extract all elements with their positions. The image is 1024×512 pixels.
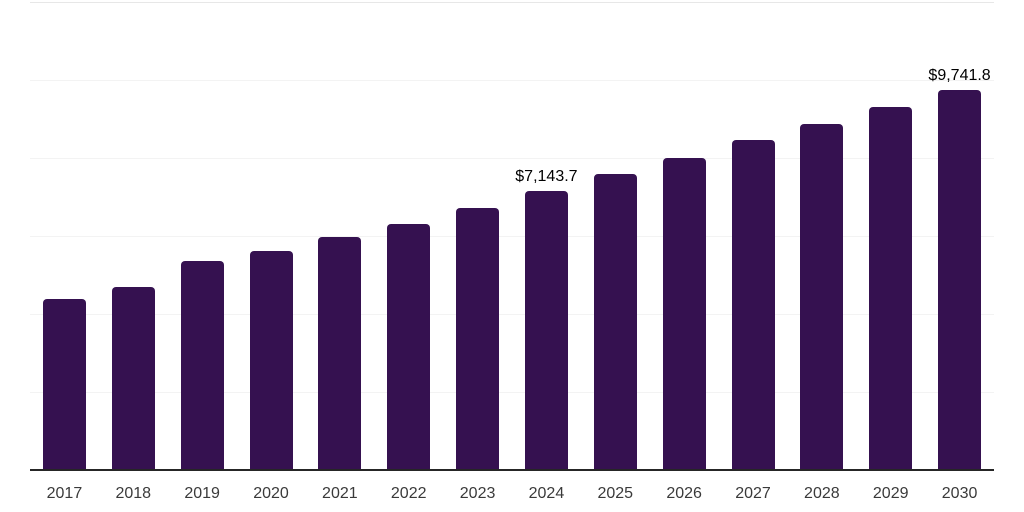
bar-2026 [662, 157, 706, 470]
bar-value-label-2030: $9,741.8 [928, 67, 991, 85]
x-tick-label-2020: 2020 [253, 485, 289, 502]
plot-area: $7,143.7 $9,741.8 [30, 2, 994, 471]
x-tick-label-2019: 2019 [184, 485, 220, 502]
x-axis-line [30, 469, 994, 471]
bar-2021 [318, 237, 362, 470]
x-tick-label-2028: 2028 [804, 485, 840, 502]
x-tick-label-2026: 2026 [666, 485, 702, 502]
x-tick-label-2024: 2024 [528, 485, 565, 502]
bar-2022 [387, 223, 431, 470]
x-tick-label-2029: 2029 [872, 485, 909, 502]
x-tick-label-2017: 2017 [46, 485, 83, 502]
gridline [30, 80, 994, 81]
gridline [30, 2, 994, 3]
bar-2030 [938, 90, 982, 470]
x-tick-label-2023: 2023 [459, 485, 496, 502]
bar-2028 [800, 124, 844, 470]
bar-2020 [249, 251, 293, 470]
x-tick-label-2018: 2018 [115, 485, 152, 502]
x-tick-label-2027: 2027 [735, 485, 771, 502]
bar-2023 [456, 208, 500, 470]
x-tick-label-2030: 2030 [941, 485, 978, 502]
bar-2025 [593, 173, 637, 470]
bar-2018 [111, 287, 155, 470]
bar-2029 [869, 106, 913, 470]
gridline [30, 392, 994, 393]
gridline [30, 158, 994, 159]
bar-value-label-2024: $7,143.7 [515, 168, 578, 186]
bar-2024 [524, 191, 568, 470]
x-tick-label-2025: 2025 [597, 485, 634, 502]
x-tick-label-2021: 2021 [322, 485, 358, 502]
gridline [30, 314, 994, 315]
x-tick-label-2022: 2022 [390, 485, 427, 502]
x-axis: 2017 2018 2019 2020 2021 2022 2023 2024 2025 2026… [30, 484, 994, 506]
bar-2017 [42, 299, 86, 470]
gridline [30, 236, 994, 237]
bar-2019 [180, 261, 224, 470]
bar-2027 [731, 140, 775, 470]
